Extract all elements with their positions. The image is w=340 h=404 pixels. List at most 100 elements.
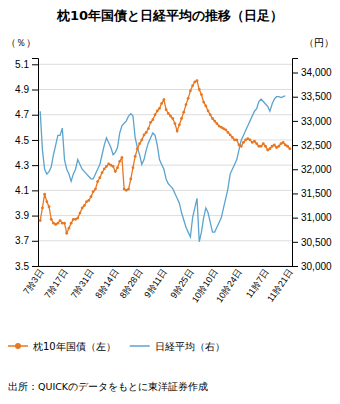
point — [138, 142, 141, 145]
point — [121, 156, 124, 159]
point — [171, 117, 174, 120]
y2-tick: 33,000 — [292, 116, 332, 127]
point — [39, 219, 42, 222]
grid — [38, 64, 292, 266]
point — [213, 120, 216, 123]
legend-item: 枕10年国債（左） — [8, 341, 116, 352]
y2-tick-mark — [292, 266, 298, 267]
point — [129, 178, 132, 181]
x-tick-label: 7朎3日 — [21, 267, 45, 296]
y-tick: 3.9 — [15, 210, 38, 221]
x-tick: 7朎17日 — [43, 267, 70, 300]
y-tick-mark — [32, 140, 38, 141]
point — [79, 212, 82, 215]
point — [127, 188, 130, 191]
point — [151, 118, 154, 121]
grid-line — [38, 240, 292, 241]
point — [176, 130, 179, 133]
y-tick-label: 4.7 — [15, 109, 29, 120]
legend-item: 日経平均（右） — [130, 341, 225, 352]
point — [145, 131, 148, 134]
point — [235, 139, 238, 142]
axis-line — [32, 59, 39, 267]
point — [196, 79, 199, 82]
grid-line — [38, 190, 292, 191]
y-tick-mark — [32, 165, 38, 166]
y-tick: 4.9 — [15, 84, 38, 95]
y-tick-mark — [32, 90, 38, 91]
point — [162, 98, 165, 101]
y-axis-label: （％） — [6, 37, 36, 48]
point — [63, 222, 66, 225]
y2-tick: 32,000 — [292, 164, 332, 175]
y-tick-label: 4.3 — [15, 160, 29, 171]
point — [48, 205, 51, 208]
y2-tick: 30,500 — [292, 237, 332, 248]
point — [182, 111, 185, 114]
point — [242, 141, 245, 144]
y2-tick-label: 31,000 — [301, 212, 332, 223]
y-tick-label: 4.5 — [15, 135, 29, 146]
point — [143, 133, 146, 136]
point — [101, 171, 104, 174]
point — [118, 160, 121, 163]
axis-line — [293, 59, 299, 267]
point — [211, 117, 214, 120]
y-tick: 3.7 — [15, 235, 38, 246]
point — [165, 108, 168, 111]
point — [160, 102, 163, 105]
y2-tick-label: 32,000 — [301, 164, 332, 175]
x-tick: 10朎24日 — [214, 267, 244, 304]
point — [189, 89, 192, 92]
point — [273, 144, 276, 147]
y2-tick-label: 31,500 — [301, 188, 332, 199]
point — [83, 204, 86, 207]
y2-tick-label: 30,000 — [301, 261, 332, 272]
x-tick: 7朎3日 — [21, 267, 45, 296]
point — [50, 218, 53, 221]
point — [200, 93, 203, 96]
y2-tick: 32,500 — [292, 140, 332, 151]
legend-marker — [15, 343, 21, 349]
point — [103, 168, 106, 171]
point — [112, 165, 115, 168]
y-tick: 4.5 — [15, 135, 38, 146]
series — [40, 96, 285, 242]
y-tick-mark — [32, 266, 38, 267]
point — [65, 232, 68, 235]
point — [132, 166, 135, 169]
y-tick-mark — [32, 190, 38, 191]
y-axis: 3.53.73.94.14.34.54.74.95.1 — [15, 59, 38, 272]
y2-tick-mark — [292, 193, 298, 194]
point — [253, 140, 256, 143]
x-tick: 8朎14日 — [93, 267, 120, 300]
point — [136, 147, 139, 150]
point — [204, 105, 207, 108]
point — [98, 176, 101, 179]
point — [180, 117, 183, 120]
y2-tick: 31,500 — [292, 188, 332, 199]
y2-tick-label: 33,000 — [301, 116, 332, 127]
point — [224, 128, 227, 131]
x-tick-label: 9朎11日 — [142, 267, 169, 299]
point — [167, 112, 170, 115]
point — [191, 84, 194, 87]
grid-line — [38, 266, 292, 267]
y2-tick: 33,500 — [292, 91, 332, 102]
chart: 枕10年国債と日経平均の推移（日足）（％）（円）3.53.73.94.14.34… — [0, 0, 340, 404]
point — [140, 139, 143, 142]
point — [81, 207, 84, 210]
grid-line — [38, 64, 292, 65]
point — [260, 145, 263, 148]
y2-tick-label: 32,500 — [301, 140, 332, 151]
y2-tick: 31,000 — [292, 212, 332, 223]
y-tick: 4.3 — [15, 160, 38, 171]
y-tick-label: 3.5 — [15, 261, 29, 272]
legend-swatch — [130, 345, 150, 347]
point — [92, 190, 95, 193]
point — [45, 200, 48, 203]
point — [209, 113, 212, 116]
x-tick: 11朎21日 — [265, 267, 295, 303]
point — [156, 110, 159, 113]
point — [59, 219, 62, 222]
